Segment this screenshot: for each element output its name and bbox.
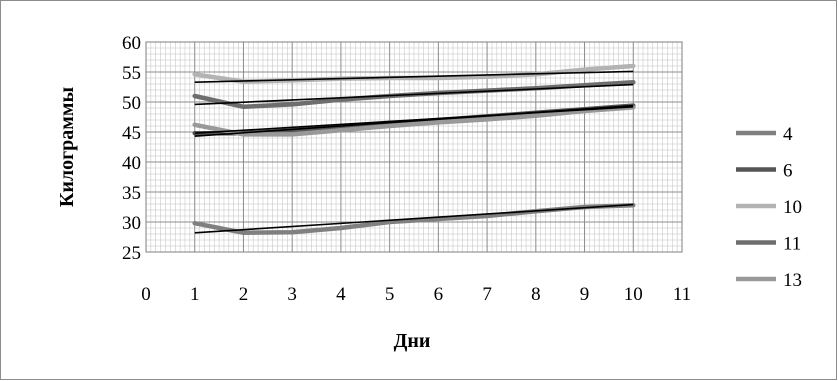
y-axis-tick-labels: 25 30 35 40 45 50 55 60 <box>122 33 141 264</box>
y-tick-label: 50 <box>122 93 141 114</box>
y-tick-label: 60 <box>122 33 141 54</box>
series-line-13 <box>192 105 636 137</box>
x-tick-label: 5 <box>385 284 395 305</box>
x-axis-tick-labels: 0 1 2 3 4 5 6 7 8 9 10 11 <box>141 284 691 305</box>
trendline-11 <box>194 83 634 106</box>
y-tick-label: 30 <box>122 213 141 234</box>
legend-label-10: 10 <box>783 197 802 218</box>
x-tick-label: 11 <box>673 284 691 305</box>
trendline-10 <box>194 70 634 83</box>
x-tick-label: 3 <box>287 284 297 305</box>
x-tick-label: 1 <box>190 284 200 305</box>
y-tick-label: 25 <box>122 243 141 264</box>
x-tick-label: 4 <box>336 284 346 305</box>
x-tick-label: 6 <box>434 284 444 305</box>
legend-label-11: 11 <box>783 234 801 255</box>
x-tick-label: 8 <box>531 284 541 305</box>
legend-label-13: 13 <box>783 270 802 291</box>
y-tick-label: 55 <box>122 63 141 84</box>
trendline-4 <box>194 203 634 234</box>
x-tick-label: 0 <box>141 284 151 305</box>
y-tick-label: 40 <box>122 153 141 174</box>
legend-label-4: 4 <box>783 124 793 145</box>
x-tick-label: 10 <box>624 284 643 305</box>
y-axis-title: Килограммы <box>56 86 78 207</box>
plot-frame <box>145 41 683 253</box>
trendline-13 <box>194 106 634 134</box>
y-tick-label: 45 <box>122 123 141 144</box>
x-tick-label: 7 <box>482 284 492 305</box>
y-tick-label: 35 <box>122 183 141 204</box>
x-tick-label: 9 <box>580 284 590 305</box>
x-axis-title: Дни <box>394 330 431 352</box>
legend: 4 6 10 11 13 <box>736 124 802 291</box>
x-tick-label: 2 <box>239 284 249 305</box>
trendline-layer <box>194 70 634 234</box>
legend-label-6: 6 <box>783 161 793 182</box>
